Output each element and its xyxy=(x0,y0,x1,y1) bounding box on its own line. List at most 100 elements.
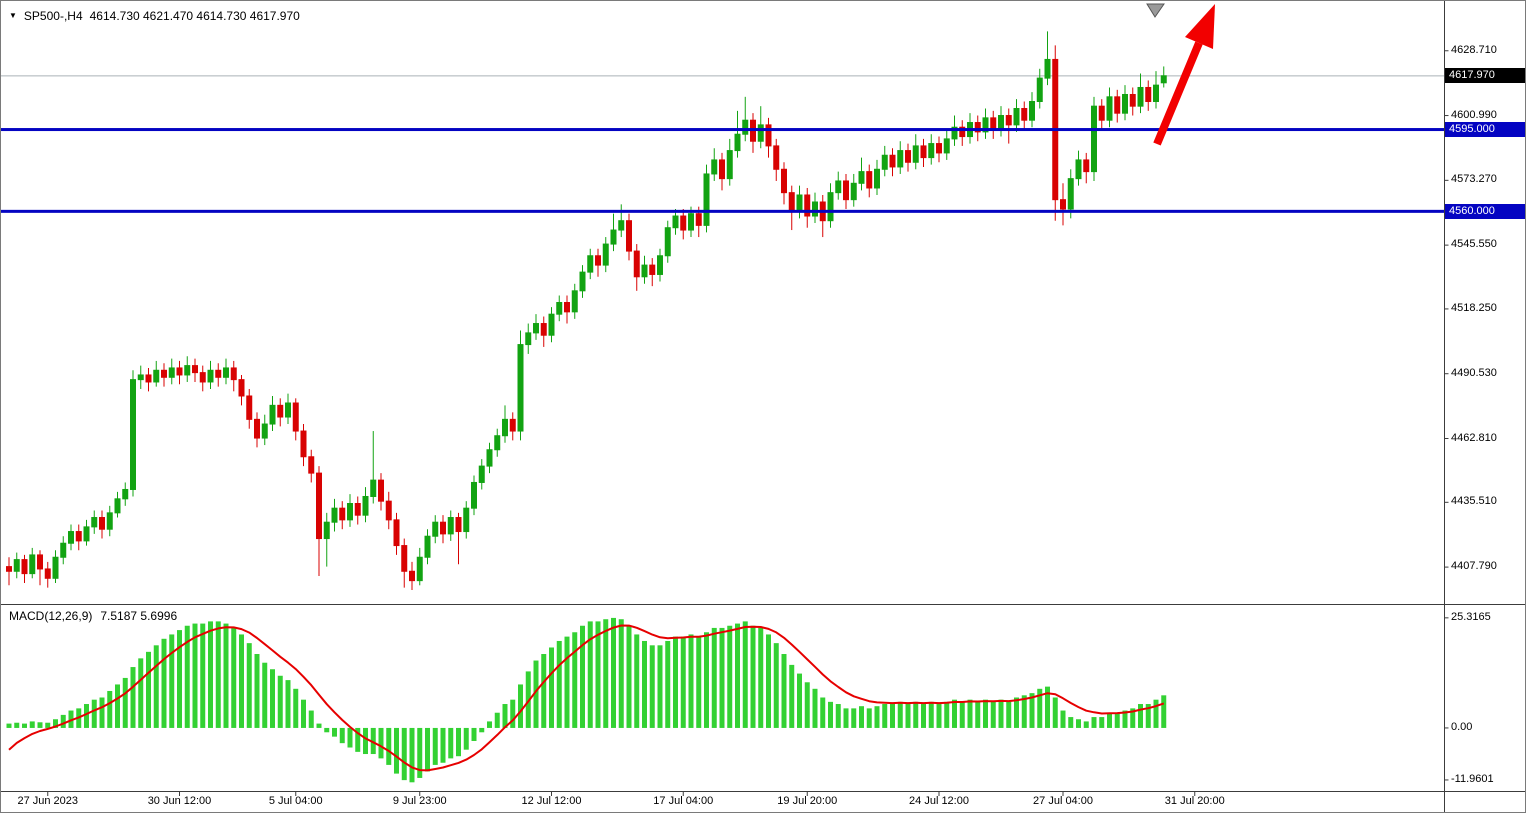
candle-body xyxy=(587,255,594,273)
macd-bar xyxy=(603,619,609,728)
level-line-4560.000[interactable] xyxy=(1,209,1444,213)
candle-body xyxy=(827,192,834,222)
macd-bar xyxy=(967,699,973,728)
candle-body xyxy=(1137,86,1144,107)
macd-bar xyxy=(680,636,686,728)
candle-body xyxy=(494,435,501,451)
macd-bar xyxy=(169,634,175,728)
macd-bar xyxy=(727,625,733,728)
macd-bar xyxy=(246,643,252,728)
macd-bar xyxy=(797,673,802,728)
candle-body xyxy=(83,526,90,542)
macd-bar xyxy=(998,699,1004,728)
macd-bar xyxy=(463,727,469,750)
candle-body xyxy=(858,171,865,184)
macd-bar xyxy=(1045,686,1050,728)
candle-body xyxy=(920,145,927,159)
macd-bar xyxy=(913,701,919,728)
candle-body xyxy=(254,418,260,439)
candle-body xyxy=(1060,199,1066,210)
macd-bar xyxy=(952,699,957,728)
macd-bar xyxy=(1052,697,1058,728)
candle-body xyxy=(1067,178,1074,210)
candle-body xyxy=(114,498,121,514)
macd-bar xyxy=(308,710,314,728)
top-marker-icon xyxy=(1146,3,1165,18)
macd-bar xyxy=(812,688,818,728)
macd-bar xyxy=(1037,688,1043,728)
macd-bar xyxy=(1006,701,1012,728)
macd-bar xyxy=(153,645,159,728)
macd-bar xyxy=(1107,712,1112,728)
macd-bar xyxy=(905,704,911,728)
time-tick-label: 17 Jul 04:00 xyxy=(653,795,714,807)
macd-bar xyxy=(262,662,268,728)
candle-body xyxy=(261,423,268,439)
macd-bar xyxy=(742,621,748,728)
macd-bar xyxy=(626,625,632,728)
macd-bar xyxy=(921,704,926,728)
candle-body xyxy=(742,119,749,135)
candle-body xyxy=(1083,159,1090,173)
candle-body xyxy=(416,556,423,582)
candle-body xyxy=(835,180,842,194)
macd-tick-label: -11.9601 xyxy=(1451,772,1494,785)
macd-bar xyxy=(401,727,407,781)
candle-body xyxy=(44,568,51,579)
macd-bar xyxy=(270,669,275,728)
macd-bar xyxy=(479,727,485,733)
candle-body xyxy=(455,517,462,533)
macd-bar xyxy=(215,621,221,728)
candle-body xyxy=(765,124,772,147)
price-axis[interactable]: 4628.710 4600.990 4573.270 4545.550 4518.250… xyxy=(1445,1,1525,791)
candle-body xyxy=(1075,159,1082,180)
macd-bar xyxy=(1060,710,1066,728)
macd-bar xyxy=(37,722,43,728)
time-axis[interactable]: 27 Jun 2023 30 Jun 12:00 5 Jul 04:00 9 Jul … xyxy=(1,792,1525,812)
candle-body xyxy=(1013,108,1020,126)
candle-body xyxy=(168,367,175,378)
candle-body xyxy=(1153,84,1159,102)
candle-body xyxy=(471,481,477,509)
candle-body xyxy=(734,133,741,152)
candle-body xyxy=(695,213,702,226)
macd-bar xyxy=(29,721,35,728)
candle-body xyxy=(610,229,617,245)
candle-body xyxy=(68,531,74,544)
level-line-4595.000[interactable] xyxy=(1,128,1444,132)
macd-bar xyxy=(254,654,260,728)
candle-body xyxy=(176,367,183,376)
candle-body xyxy=(137,374,144,381)
macd-bar xyxy=(758,627,764,728)
macd-histogram xyxy=(6,617,1167,783)
macd-bar xyxy=(564,636,570,728)
macd-bar xyxy=(332,727,337,737)
candle-body xyxy=(726,150,733,180)
candle-body xyxy=(990,117,997,131)
candle-body xyxy=(378,479,384,502)
candle-body xyxy=(711,159,718,175)
macd-tick-label: 25.3165 xyxy=(1451,610,1491,623)
candle-body xyxy=(602,243,609,266)
candle-body xyxy=(905,150,911,163)
macd-bar xyxy=(882,704,888,728)
macd-bar xyxy=(851,708,857,728)
candle-body xyxy=(370,479,377,497)
candle-body xyxy=(533,323,539,334)
candle-body xyxy=(843,180,849,201)
candle-body xyxy=(308,456,315,474)
candle-body xyxy=(571,290,578,313)
candle-body xyxy=(579,271,586,292)
candle-body xyxy=(703,173,710,226)
macd-indicator-label: MACD(12,26,9) 7.5187 5.6996 xyxy=(9,609,177,623)
macd-bar xyxy=(301,699,306,728)
trend-arrow[interactable] xyxy=(1153,4,1215,146)
candle-body xyxy=(292,402,299,432)
candle-body xyxy=(60,542,67,558)
candle-body xyxy=(1114,96,1121,114)
macd-bar xyxy=(91,699,97,728)
candle-body xyxy=(486,449,493,467)
candle-body xyxy=(323,521,330,540)
candle-body xyxy=(316,472,322,540)
